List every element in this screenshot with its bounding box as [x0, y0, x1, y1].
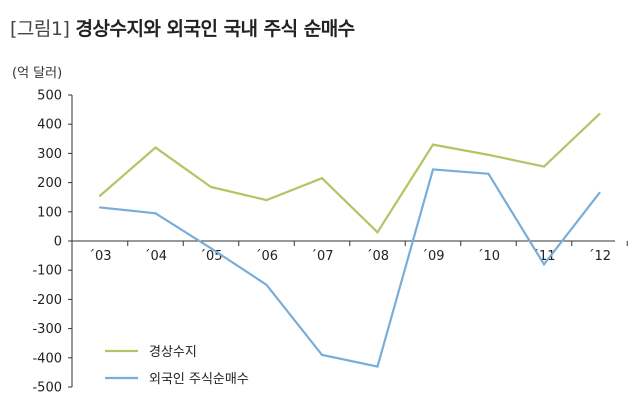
data-point	[209, 185, 213, 189]
legend-label-1: 경상수지	[149, 345, 197, 360]
chart-series	[98, 112, 601, 368]
y-tick-label: 300	[37, 147, 62, 162]
x-tick-label: ´08	[366, 249, 389, 264]
data-point	[154, 212, 157, 215]
data-point	[487, 153, 490, 156]
x-tick-label: ´05	[199, 249, 222, 264]
x-tick-label: ´04	[144, 249, 167, 264]
data-point	[265, 283, 268, 286]
data-point	[542, 165, 546, 168]
y-tick-label: 500	[37, 89, 62, 104]
x-tick-label: ´03	[88, 249, 111, 264]
data-point	[598, 112, 601, 116]
chart-title-text: 경상수지와 외국인 국내 주식 순매수	[75, 18, 356, 40]
data-point	[431, 168, 435, 171]
chart-title: [그림1] 경상수지와 외국인 국내 주식 순매수	[10, 14, 355, 41]
x-tick-label: ´06	[255, 249, 278, 264]
data-point	[209, 247, 213, 250]
series-line-1	[99, 113, 601, 234]
y-tick-label: -300	[32, 322, 62, 337]
data-point	[598, 191, 601, 194]
data-point	[154, 146, 157, 149]
x-axis-ticks: ´03 ´04 ´05 ´06 ´07 ´08 ´09 ´10 ´11 ´12	[88, 241, 628, 264]
x-tick-label: ´11	[532, 249, 555, 264]
chart-axes	[71, 95, 615, 387]
y-axis-unit: (억 달러)	[12, 66, 63, 81]
data-point	[376, 365, 379, 368]
y-tick-label: 0	[54, 235, 62, 250]
y-tick-label: -200	[32, 293, 62, 308]
data-point	[431, 143, 435, 146]
series-line-2	[99, 168, 601, 368]
figure-number: [그림1]	[10, 18, 70, 40]
data-point	[265, 199, 268, 202]
x-tick-label: ´10	[477, 249, 500, 264]
x-tick-label: ´12	[588, 249, 611, 264]
data-point	[98, 194, 102, 197]
y-axis-ticks: 500 400 300 200 100 0 -100 -200 -300 -400 -500	[32, 89, 72, 396]
x-tick-label: ´07	[310, 249, 333, 264]
y-tick-label: 100	[37, 205, 62, 220]
data-point	[320, 177, 324, 180]
data-point	[487, 172, 490, 175]
y-tick-label: -500	[32, 381, 62, 396]
y-tick-label: -100	[32, 264, 62, 279]
y-tick-label: 400	[37, 118, 62, 133]
x-tick-label: ´09	[421, 249, 444, 264]
data-point	[320, 353, 324, 356]
data-point	[98, 206, 102, 209]
y-tick-label: -400	[32, 351, 62, 366]
data-point	[542, 263, 546, 266]
y-tick-label: 200	[37, 176, 62, 191]
legend-label-2: 외국인 주식순매수	[149, 372, 249, 387]
data-point	[376, 231, 379, 234]
